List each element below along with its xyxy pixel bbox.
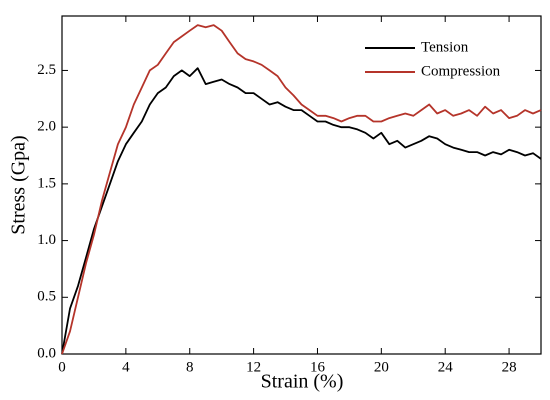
y-tick-label: 0.5 [37,289,56,305]
x-axis-label: Strain (%) [261,371,344,393]
x-tick-label: 16 [310,359,326,375]
x-tick-label: 12 [246,359,261,375]
x-tick-label: 4 [122,359,130,375]
y-tick-label: 1.0 [37,232,56,248]
series-line [61,67,542,355]
y-axis-label: Stress (Gpa) [8,135,30,234]
y-tick-label: 0.0 [37,345,56,361]
x-tick-label: 28 [502,359,517,375]
series-line [61,24,542,355]
x-tick-label: 8 [186,359,194,375]
legend-label: Compression [421,63,501,79]
y-tick-label: 1.5 [37,175,56,191]
y-tick-label: 2.0 [37,119,56,135]
x-tick-label: 20 [374,359,389,375]
plot-frame [61,15,542,355]
x-tick-label: 24 [438,359,454,375]
legend-label: Tension [421,39,469,55]
y-tick-label: 2.5 [37,62,56,78]
x-tick-label: 0 [58,359,66,375]
